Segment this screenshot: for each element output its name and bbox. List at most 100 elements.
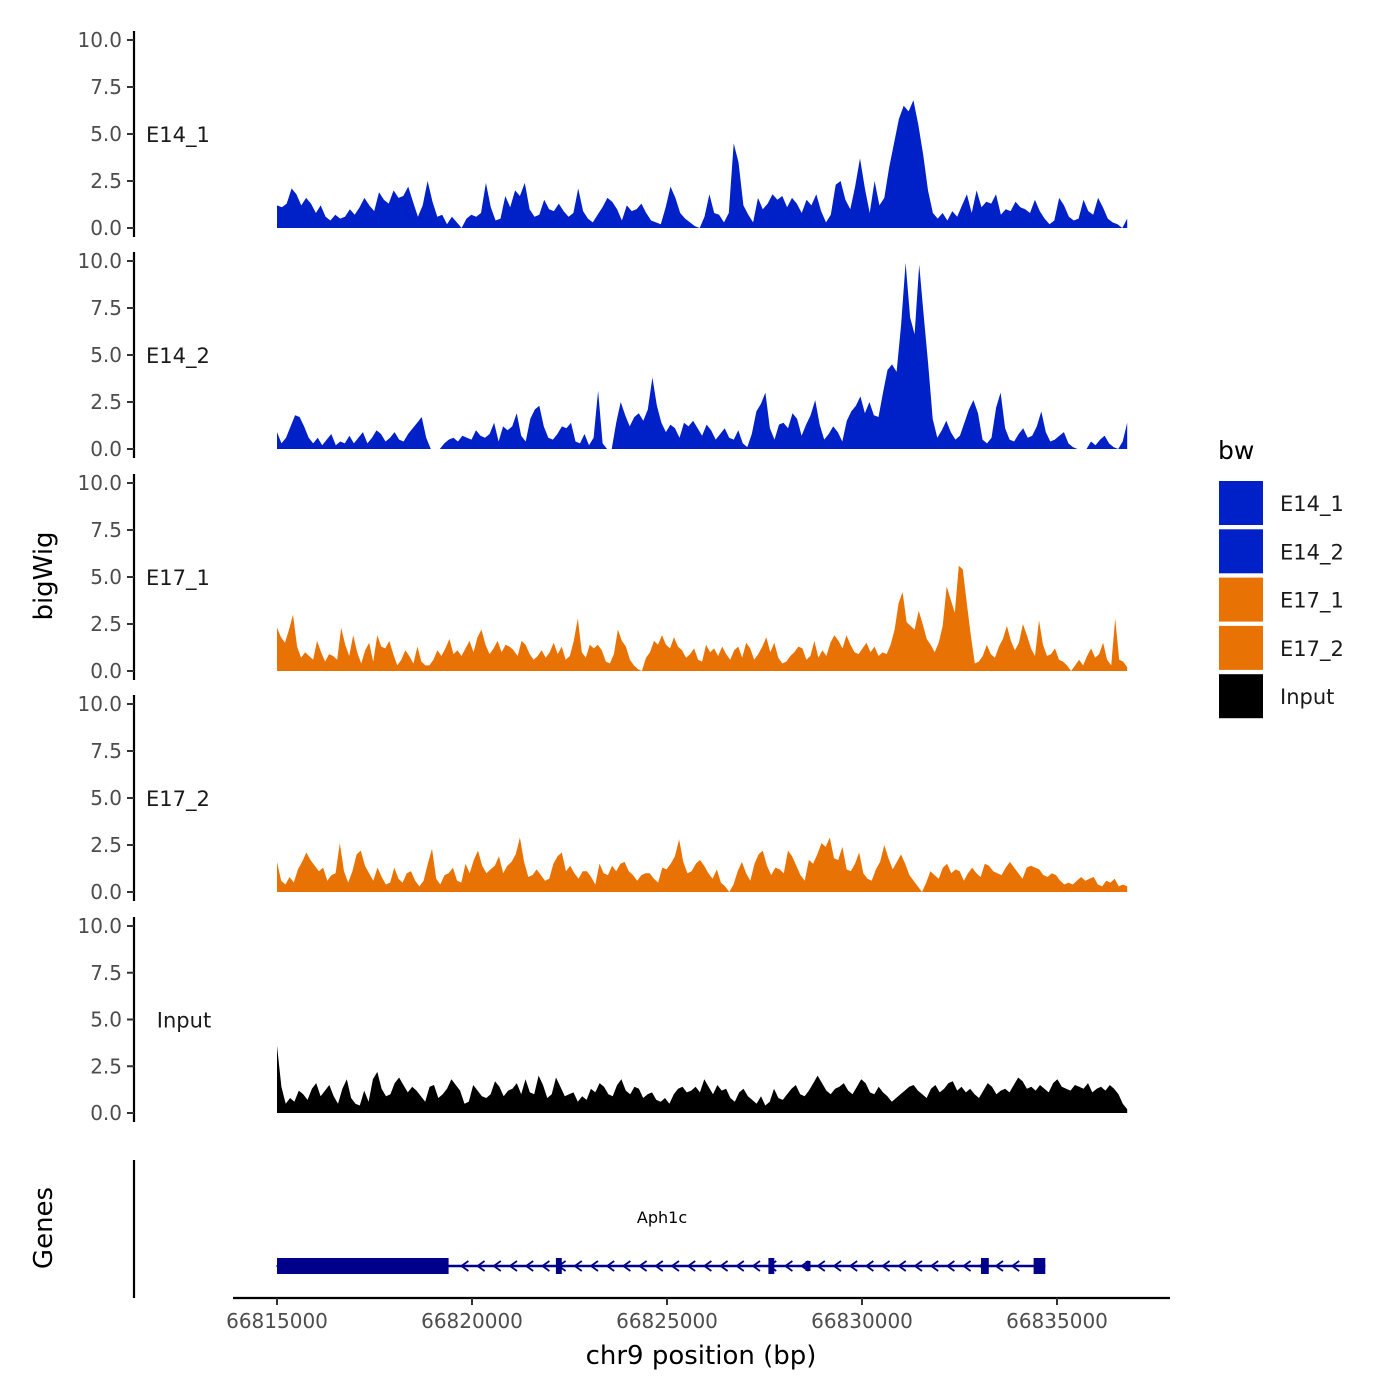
- y-tick-label-Input-4: 10.0: [77, 914, 122, 938]
- strand-arrow-13: [670, 1260, 680, 1272]
- y-tick-label-E17_1-3: 7.5: [90, 518, 122, 542]
- strand-arrow-20: [783, 1260, 793, 1272]
- y-axis-title-group: bigWig: [29, 531, 59, 620]
- y-tick-label-E14_2-0: 0.0: [90, 437, 122, 461]
- area-E14_2: [277, 262, 1128, 449]
- legend-swatch-Input: [1219, 674, 1263, 719]
- legend-swatch-E14_1: [1219, 481, 1263, 525]
- legend-swatch-E14_2: [1219, 529, 1263, 574]
- strand-arrow-14: [686, 1260, 696, 1272]
- strand-arrow-31: [962, 1260, 972, 1272]
- strand-arrow-4: [524, 1260, 534, 1272]
- strand-arrow-17: [735, 1260, 745, 1272]
- strand-arrow-0: [459, 1260, 469, 1272]
- area-E14_1: [277, 100, 1128, 228]
- signal-tracks: 0.0 2.5 5.0 7.5 10.0 E14_1 0.0 2.5 5.0 7.5 10.0 E14…: [77, 28, 1128, 1125]
- x-axis-title: chr9 position (bp): [586, 1341, 817, 1371]
- strand-arrow-11: [638, 1260, 648, 1272]
- strand-arrow-23: [832, 1260, 842, 1272]
- y-tick-label-E17_1-1: 2.5: [90, 612, 122, 636]
- strand-arrow-27: [897, 1260, 907, 1272]
- y-tick-label-E17_2-3: 7.5: [90, 739, 122, 763]
- y-tick-label-E14_1-4: 10.0: [77, 28, 122, 52]
- y-tick-label-E14_2-4: 10.0: [77, 249, 122, 273]
- strand-arrow-12: [654, 1260, 664, 1272]
- strand-arrow-18: [751, 1260, 761, 1272]
- y-tick-label-E14_1-3: 7.5: [90, 75, 122, 99]
- y-tick-label-Input-1: 2.5: [90, 1054, 122, 1078]
- strand-arrow-26: [881, 1260, 891, 1272]
- legend-label-E17_2: E17_2: [1280, 637, 1344, 662]
- y-tick-label-Input-2: 5.0: [90, 1008, 122, 1032]
- area-E17_2: [277, 837, 1128, 892]
- area-E17_1: [277, 565, 1128, 671]
- gene-track: Aph1c: [132, 1160, 1046, 1298]
- x-tick-label-1: 66820000: [421, 1309, 523, 1333]
- track-label-E17_1: E17_1: [146, 566, 210, 591]
- legend: bw E14_1 E14_2 E17_1 E17_2 Input: [1218, 436, 1344, 719]
- strand-arrow-15: [702, 1260, 712, 1272]
- track-label-E17_2: E17_2: [146, 787, 210, 812]
- gene-exon-2: [768, 1258, 775, 1274]
- strand-arrow-1: [476, 1260, 486, 1272]
- strand-arrow-8: [589, 1260, 599, 1272]
- gene-exon-0: [277, 1258, 449, 1274]
- strand-arrow-33: [994, 1260, 1004, 1272]
- strand-arrow-7: [573, 1260, 583, 1272]
- y-tick-label-Input-0: 0.0: [90, 1101, 122, 1125]
- gene-exon-5: [1033, 1258, 1046, 1274]
- strand-arrow-3: [508, 1260, 518, 1272]
- gene-start-arrow: [276, 1262, 280, 1270]
- legend-swatch-E17_2: [1219, 625, 1263, 670]
- x-tick-label-4: 66835000: [1006, 1309, 1108, 1333]
- y-tick-label-E14_2-3: 7.5: [90, 296, 122, 320]
- y-tick-label-E17_1-4: 10.0: [77, 471, 122, 495]
- x-tick-label-3: 66830000: [811, 1309, 913, 1333]
- genes-track-title: Genes: [29, 1187, 59, 1269]
- y-tick-label-E17_2-4: 10.0: [77, 692, 122, 716]
- y-tick-label-E17_1-2: 5.0: [90, 565, 122, 589]
- y-tick-label-E14_1-1: 2.5: [90, 169, 122, 193]
- track-E17_1: 0.0 2.5 5.0 7.5 10.0 E17_1: [77, 471, 1128, 683]
- strand-arrow-10: [621, 1260, 631, 1272]
- y-tick-label-E17_2-1: 2.5: [90, 833, 122, 857]
- strand-arrow-28: [913, 1260, 923, 1272]
- gene-exon-3: [805, 1261, 811, 1271]
- legend-label-E17_1: E17_1: [1280, 589, 1344, 614]
- legend-title: bw: [1218, 436, 1254, 465]
- y-tick-label-E17_2-0: 0.0: [90, 880, 122, 904]
- track-E17_2: 0.0 2.5 5.0 7.5 10.0 E17_2: [77, 692, 1128, 904]
- y-tick-label-E14_2-1: 2.5: [90, 390, 122, 414]
- strand-arrow-34: [1010, 1260, 1020, 1272]
- y-tick-label-E14_1-0: 0.0: [90, 216, 122, 240]
- strand-arrow-2: [492, 1260, 502, 1272]
- track-E14_1: 0.0 2.5 5.0 7.5 10.0 E14_1: [77, 28, 1128, 240]
- gene-exon-1: [555, 1258, 562, 1274]
- track-label-E14_2: E14_2: [146, 344, 210, 369]
- track-label-E14_1: E14_1: [146, 123, 210, 148]
- gene-label: Aph1c: [637, 1208, 687, 1227]
- y-tick-label-Input-3: 7.5: [90, 961, 122, 985]
- y-tick-label-E17_2-2: 5.0: [90, 786, 122, 810]
- legend-label-E14_2: E14_2: [1280, 540, 1344, 565]
- gene-exon-4: [981, 1258, 989, 1274]
- y-tick-label-E17_1-0: 0.0: [90, 659, 122, 683]
- strand-arrow-25: [864, 1260, 874, 1272]
- strand-arrow-30: [945, 1260, 955, 1272]
- legend-label-E14_1: E14_1: [1280, 492, 1344, 517]
- strand-arrow-16: [719, 1260, 729, 1272]
- strand-arrow-29: [929, 1260, 939, 1272]
- x-tick-label-2: 66825000: [616, 1309, 718, 1333]
- y-axis-title: bigWig: [29, 531, 59, 620]
- area-Input: [277, 1045, 1128, 1113]
- strand-arrow-5: [540, 1260, 550, 1272]
- y-tick-label-E14_2-2: 5.0: [90, 343, 122, 367]
- track-Input: 0.0 2.5 5.0 7.5 10.0 Input: [77, 914, 1128, 1125]
- strand-arrow-24: [848, 1260, 858, 1272]
- x-axis: 66815000 66820000 66825000 66830000 66835000: [226, 1296, 1170, 1333]
- track-E14_2: 0.0 2.5 5.0 7.5 10.0 E14_2: [77, 249, 1128, 461]
- x-tick-label-0: 66815000: [226, 1309, 328, 1333]
- y-tick-label-E14_1-2: 5.0: [90, 122, 122, 146]
- strand-arrow-22: [816, 1260, 826, 1272]
